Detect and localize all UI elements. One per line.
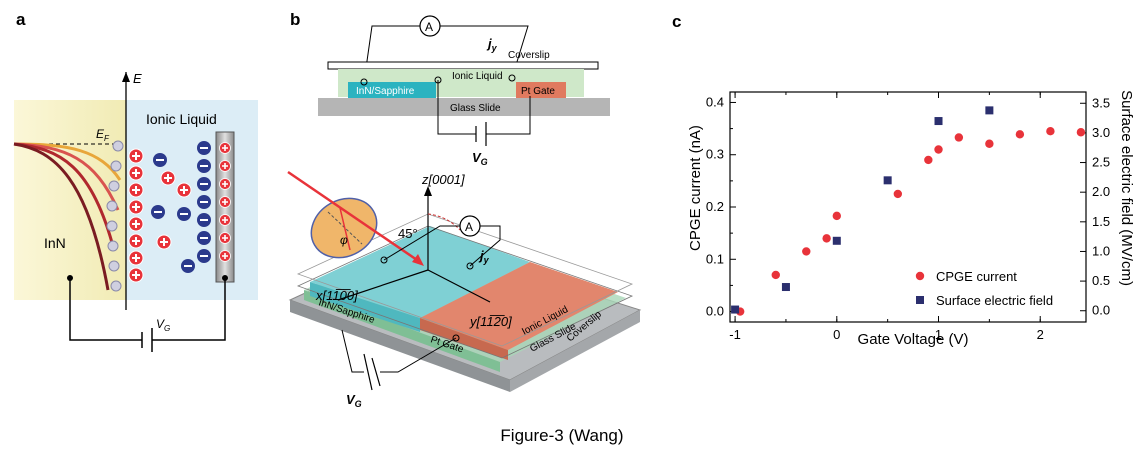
y2-tick-label: 0.5 [1092, 273, 1110, 288]
panel-a-band-diagram: E EF Ionic Liquid InN [13, 71, 258, 352]
legend-label-field: Surface electric field [936, 293, 1053, 308]
ammeter-top: A [425, 20, 433, 34]
current-label-iso: jy [478, 248, 490, 265]
cpge-point [802, 247, 811, 256]
x-tick-label: 0 [833, 327, 840, 342]
minus-signs [154, 147, 208, 267]
inn-region [14, 100, 126, 300]
x-axis-label: x[11̅0̅0] [315, 288, 358, 303]
chart-y2label: Surface electric field (MV/cm) [1118, 90, 1135, 286]
panel-label-b: b [290, 10, 301, 29]
glass-slide-label-top: Glass Slide [450, 103, 501, 114]
y-tick-label: 0.0 [706, 304, 724, 319]
x-tick-label: 1 [935, 327, 942, 342]
gate-voltage-label-b-iso: VG [346, 392, 362, 409]
legend-label-cpge: CPGE current [936, 269, 1017, 284]
z-axis-label: z[0001] [421, 172, 465, 187]
y-tick-label: 0.4 [706, 94, 724, 109]
cpge-point [822, 234, 831, 243]
inn-sapphire-layer [348, 82, 436, 98]
pt-gate-layer [516, 82, 566, 98]
ionic-liquid-label-top: Ionic Liquid [452, 71, 503, 82]
minus-ions [151, 141, 211, 273]
panel-b-device-schematic: A jy Coverslip Ionic Liquid InN/Sapphire… [287, 15, 642, 409]
x-tick-label: 2 [1037, 327, 1044, 342]
field-point [781, 283, 790, 292]
field-point [934, 117, 943, 126]
pt-gate-label-top: Pt Gate [521, 86, 555, 97]
fermi-level-label: EF [96, 127, 110, 143]
cpge-point [1076, 128, 1086, 137]
angle-label: 45° [398, 226, 418, 241]
chart-xlabel: Gate Voltage (V) [858, 331, 969, 348]
gate-voltage-label-a: VG [156, 317, 170, 333]
panel-c-chart: -1 0 1 2 0.0 0.1 0.2 0.3 0.4 0.0 0.5 1.0 1.5 2.0 2.5 3.… [687, 90, 1135, 348]
y-tick-label: 0.1 [706, 251, 724, 266]
y2-tick-label: 1.0 [1092, 243, 1110, 258]
phi-label: φ [340, 233, 348, 247]
current-label-top: jy [486, 36, 498, 53]
cpge-point [985, 139, 994, 148]
y2-tick-label: 1.5 [1092, 214, 1110, 229]
gate-voltage-label-b-top: VG [472, 150, 488, 167]
cpge-point [934, 145, 943, 154]
chart-ylabel: CPGE current (nA) [687, 125, 704, 251]
glass-slide-layer [318, 98, 610, 116]
coverslip-iso [296, 225, 634, 359]
inn-sapphire-label-top: InN/Sapphire [356, 86, 415, 97]
legend-marker-cpge [915, 271, 925, 281]
x-tick-label: -1 [729, 327, 741, 342]
panel-label-c: c [672, 12, 682, 31]
inn-label: InN [44, 235, 66, 251]
field-point [883, 176, 892, 185]
cpge-point [924, 155, 933, 165]
field-point [832, 236, 841, 245]
y2-tick-label: 3.0 [1092, 125, 1110, 140]
cpge-point [893, 189, 903, 199]
y-axis-label: y[11̅2̅0] [469, 314, 512, 329]
cpge-point [832, 211, 841, 221]
y2-tick-label: 2.5 [1092, 155, 1110, 170]
y2-tick-label: 2.0 [1092, 184, 1110, 199]
inn-sapphire-iso [310, 226, 530, 318]
cpge-point [954, 133, 964, 142]
field-point [985, 106, 994, 115]
chart-plot-area: -1 0 1 2 0.0 0.1 0.2 0.3 0.4 0.0 0.5 1.0 1.5 2.0 2.5 3.… [706, 91, 1110, 342]
ionic-liquid-label: Ionic Liquid [146, 111, 217, 127]
cpge-point [1046, 127, 1055, 136]
pt-gate-iso [420, 262, 618, 350]
surface-charges [106, 140, 124, 292]
cpge-point [1015, 130, 1025, 139]
y2-tick-label: 3.5 [1092, 95, 1110, 110]
field-point [731, 305, 740, 314]
band-curve-4 [13, 142, 110, 291]
energy-axis-label: E [133, 71, 142, 86]
y-tick-label: 0.3 [706, 147, 724, 162]
band-curve-3 [13, 142, 116, 251]
coverslip-label-top: Coverslip [508, 50, 550, 61]
plus-ions [128, 148, 192, 283]
ammeter-iso: A [465, 220, 473, 234]
y2-tick-label: 0.0 [1092, 303, 1110, 318]
figure-caption: Figure-3 (Wang) [500, 426, 624, 445]
plus-signs [132, 152, 188, 279]
legend-marker-field [916, 296, 924, 304]
panel-label-a: a [16, 10, 26, 29]
cpge-point [771, 270, 780, 280]
y-tick-label: 0.2 [706, 199, 724, 214]
coverslip-layer [327, 61, 599, 70]
